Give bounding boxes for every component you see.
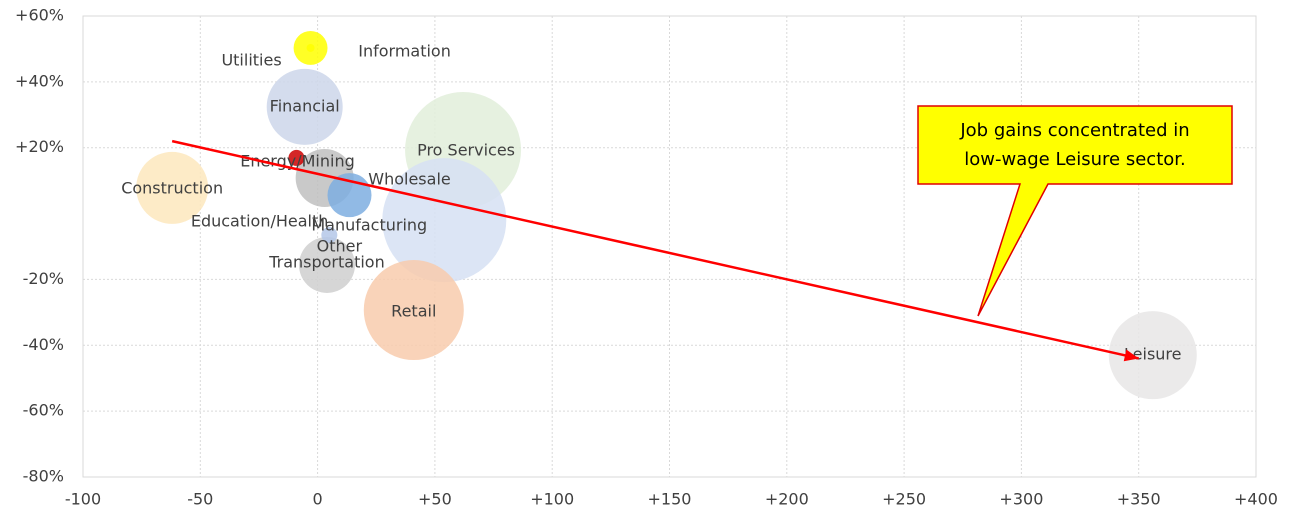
x-tick-label: -100 bbox=[65, 490, 101, 509]
bubble bbox=[298, 236, 355, 293]
y-tick-label: +20% bbox=[15, 137, 64, 156]
annotation-line: low-wage Leisure sector. bbox=[964, 149, 1185, 170]
x-tick-label: +300 bbox=[999, 490, 1043, 509]
y-tick-label: -60% bbox=[23, 401, 64, 420]
bubble bbox=[321, 226, 338, 243]
callout bbox=[917, 105, 1233, 317]
y-tick-label: +40% bbox=[15, 71, 64, 90]
x-tick-label: +400 bbox=[1234, 490, 1278, 509]
bubble-label: Utilities bbox=[221, 50, 281, 69]
bubbles bbox=[136, 30, 1197, 400]
bubble bbox=[266, 68, 343, 145]
bubble-label: Financial bbox=[270, 96, 340, 115]
x-tick-label: 0 bbox=[313, 490, 323, 509]
y-tick-label: +60% bbox=[15, 6, 64, 25]
x-tick-label: +50 bbox=[418, 490, 452, 509]
x-tick-label: +150 bbox=[648, 490, 692, 509]
trend bbox=[171, 139, 1139, 362]
bubble-label: Wholesale bbox=[368, 170, 450, 189]
bubble bbox=[1108, 311, 1197, 400]
bubble-label: Other bbox=[317, 236, 363, 255]
y-tick-label: -80% bbox=[23, 467, 64, 486]
bubble-label: Transportation bbox=[268, 252, 385, 271]
trend-line bbox=[171, 139, 1139, 360]
x-tick-label: -50 bbox=[187, 490, 213, 509]
bubble bbox=[306, 43, 315, 52]
bubble-label: Manufacturing bbox=[311, 216, 427, 235]
x-tick-label: +250 bbox=[882, 490, 926, 509]
x-tick-label: +350 bbox=[1117, 490, 1161, 509]
bubble-label: Information bbox=[358, 41, 451, 60]
bubble bbox=[382, 158, 507, 283]
bubble-label: Education/Health bbox=[191, 212, 329, 231]
y-tick-label: -40% bbox=[23, 335, 64, 354]
x-tick-label: +100 bbox=[530, 490, 574, 509]
bubble-label: Construction bbox=[121, 178, 223, 197]
bubble-label: Pro Services bbox=[417, 141, 515, 160]
arrow-head bbox=[1123, 349, 1139, 362]
bubble bbox=[136, 151, 209, 224]
annotation-line: Job gains concentrated in bbox=[959, 120, 1189, 141]
bubble-label: Retail bbox=[391, 302, 436, 321]
bubble bbox=[288, 149, 305, 166]
x-tick-label: +200 bbox=[765, 490, 809, 509]
y-tick-label: -20% bbox=[23, 269, 64, 288]
bubble-label: Energy/Mining bbox=[240, 151, 355, 170]
grid: -100 -50 0 +50 +100 +150 +200 +250 +300 +350 +400 -… bbox=[15, 6, 1278, 509]
bubble bbox=[363, 260, 464, 361]
